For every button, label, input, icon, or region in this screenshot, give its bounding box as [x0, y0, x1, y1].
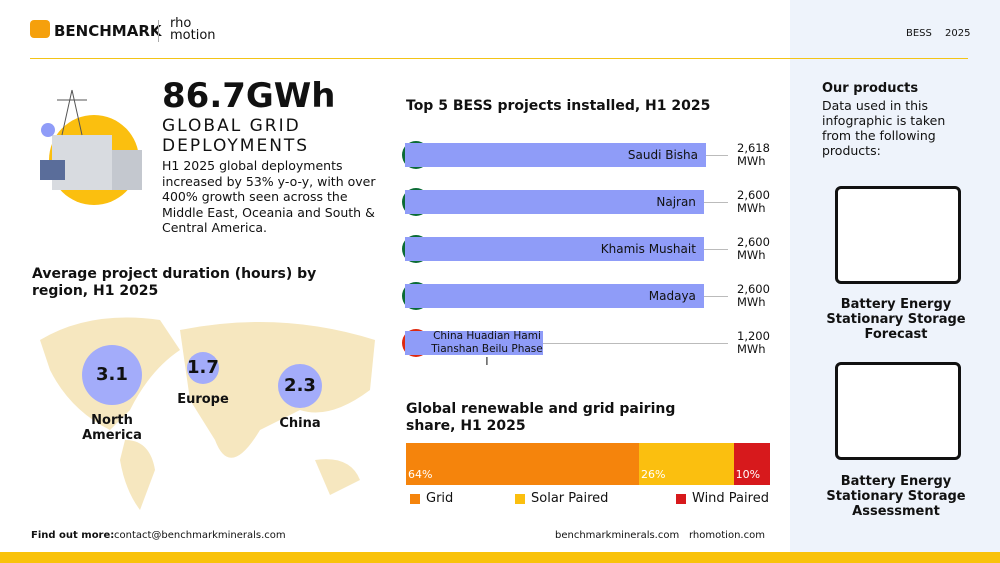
guide-line [706, 155, 728, 156]
divider [158, 20, 159, 42]
bubble: 2.3 [277, 363, 323, 409]
legend-label: Wind Paired [692, 491, 769, 506]
bar-label: China Huadian Hami Tianshan Beilu Phase … [431, 330, 543, 368]
bubble: 1.7 [186, 351, 220, 385]
year: 2025 [945, 28, 971, 39]
footer-site: benchmarkminerals.com [555, 530, 680, 541]
region-label: North America [82, 413, 142, 444]
legend-label: Solar Paired [531, 491, 609, 506]
header-rule [30, 58, 968, 59]
tag: BESS [906, 28, 932, 39]
segment [638, 443, 734, 485]
segment-label: 26% [640, 468, 666, 481]
bar-label: Saudi Bisha [627, 148, 698, 162]
bar-label: Madaya [648, 289, 696, 303]
legend-swatch [676, 494, 686, 504]
value-label: 1,200 MWh [737, 329, 770, 356]
footer-label: Find out more: [31, 530, 115, 541]
guide-line [703, 202, 728, 203]
bottom-band [0, 552, 1000, 563]
value-label: 2,618 MWh [737, 141, 770, 168]
region-label: Europe [177, 392, 229, 408]
hero-text: H1 2025 global deployments increased by … [162, 158, 376, 235]
legend-swatch [410, 494, 420, 504]
sidebar-text: Data used in this infographic is taken f… [822, 98, 946, 158]
hero-figure: 86.7GWh [162, 76, 336, 116]
pairing-title: Global renewable and grid pairing share,… [406, 401, 676, 434]
value-label: 2,600 MWh [737, 282, 770, 309]
guide-line [703, 296, 728, 297]
guide-line [703, 249, 728, 250]
bubble-value: 2.3 [284, 375, 316, 397]
segment [406, 443, 639, 485]
bubble-value: 1.7 [187, 357, 219, 379]
guide-line [542, 343, 728, 344]
footer-email: contact@benchmarkminerals.com [114, 530, 286, 541]
product-title: Battery Energy Stationary Storage Foreca… [826, 297, 966, 342]
segment [733, 443, 770, 485]
bar [405, 331, 543, 355]
region-label: China [279, 416, 321, 432]
illustration [40, 89, 142, 205]
logo-mark [30, 20, 50, 38]
bar-label: Najran [656, 195, 696, 209]
legend-swatch [515, 494, 525, 504]
segment-label: 64% [408, 468, 433, 481]
brand: BENCHMARK [54, 22, 162, 40]
legend-label: Grid [426, 491, 454, 506]
bar [405, 284, 704, 308]
segment-label: 10% [735, 468, 761, 481]
hero-subtitle: GLOBAL GRID DEPLOYMENTS [162, 116, 310, 156]
product-thumb [835, 362, 961, 460]
bar [405, 190, 704, 214]
bubble: 3.1 [81, 344, 143, 406]
bar [405, 237, 704, 261]
value-label: 2,600 MWh [737, 188, 770, 215]
top5-title: Top 5 BESS projects installed, H1 2025 [406, 98, 711, 114]
footer-site: rhomotion.com [689, 530, 765, 541]
product-thumb [835, 186, 961, 284]
bar [405, 143, 706, 167]
bar-label: Khamis Mushait [600, 242, 696, 256]
map-title: Average project duration (hours) by regi… [32, 266, 317, 299]
sidebar-title: Our products [822, 81, 919, 96]
value-label: 2,600 MWh [737, 235, 770, 262]
product-title: Battery Energy Stationary Storage Assess… [826, 474, 966, 519]
bubble-value: 3.1 [96, 364, 128, 386]
partner: rho motion [170, 16, 216, 43]
